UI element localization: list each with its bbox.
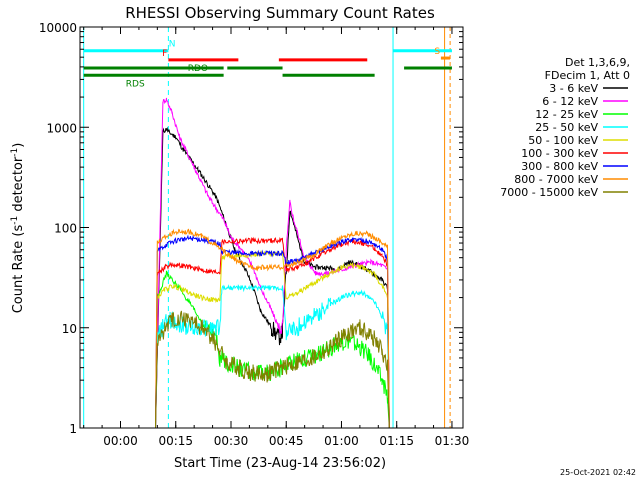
legend-label-5: 100 - 300 keV [521,147,598,160]
series-line-3 [153,284,390,429]
x-tick-label: 00:30 [214,434,249,448]
legend-label-8: 7000 - 15000 keV [500,186,598,199]
x-tick-label: 01:15 [379,434,414,448]
y-axis-label-end: ) [11,143,26,148]
chart-title: RHESSI Observing Summary Count Rates [125,4,435,22]
legend-label-0: 3 - 6 keV [549,82,598,95]
y-tick-label: 1 [69,422,77,436]
status-bar-label-n: N [169,40,176,50]
y-tick-label: 10 [62,322,77,336]
legend-header-0: Det 1,3,6,9, [565,56,630,69]
plot-area: N S F RDO RDS [83,27,452,429]
y-axis-label: Count Rate (s-1 detector-1) [10,143,26,314]
legend-label-2: 12 - 25 keV [535,108,598,121]
legend-header-1: FDecim 1, Att 0 [545,69,630,82]
y-axis-label-mid: detector [11,156,26,216]
x-axis-label: Start Time (23-Aug-14 23:56:02) [174,456,386,471]
series-line-8 [153,310,390,429]
status-bar-label-s: S [434,47,440,57]
series-line-7 [153,228,390,429]
status-bar-label-rds: RDS [126,79,145,89]
y-tick-label: 100 [54,222,77,236]
status-bar-label-rdo: RDO [188,64,208,74]
legend-label-7: 800 - 7000 keV [514,173,598,186]
legend-label-1: 6 - 12 keV [542,95,598,108]
series-line-6 [153,234,390,429]
x-tick-label: 01:30 [435,434,470,448]
x-tick-label: 01:00 [324,434,359,448]
y-axis-label-sup2: -1 [10,148,20,157]
footer-date: 25-Oct-2021 02:42 [560,468,636,477]
legend-label-3: 25 - 50 keV [535,121,598,134]
y-tick-label: 10000 [39,21,77,35]
series-line-0 [153,126,401,429]
legend-label-4: 50 - 100 keV [528,134,598,147]
y-axis-label-main: Count Rate (s [11,225,26,314]
x-tick-label: 00:15 [158,434,193,448]
legend-label-6: 300 - 800 keV [521,160,598,173]
series-line-2 [153,270,390,429]
x-tick-label: 00:00 [103,434,138,448]
y-tick-label: 1000 [46,121,77,135]
x-tick-label: 00:45 [269,434,304,448]
status-bar-label-f: F [162,49,167,59]
y-axis-label-sup1: -1 [10,216,20,225]
series-line-1 [153,97,401,429]
axes: 00:00 00:15 00:30 00:45 01:00 01:15 01:30 1 10 10… [39,21,469,448]
